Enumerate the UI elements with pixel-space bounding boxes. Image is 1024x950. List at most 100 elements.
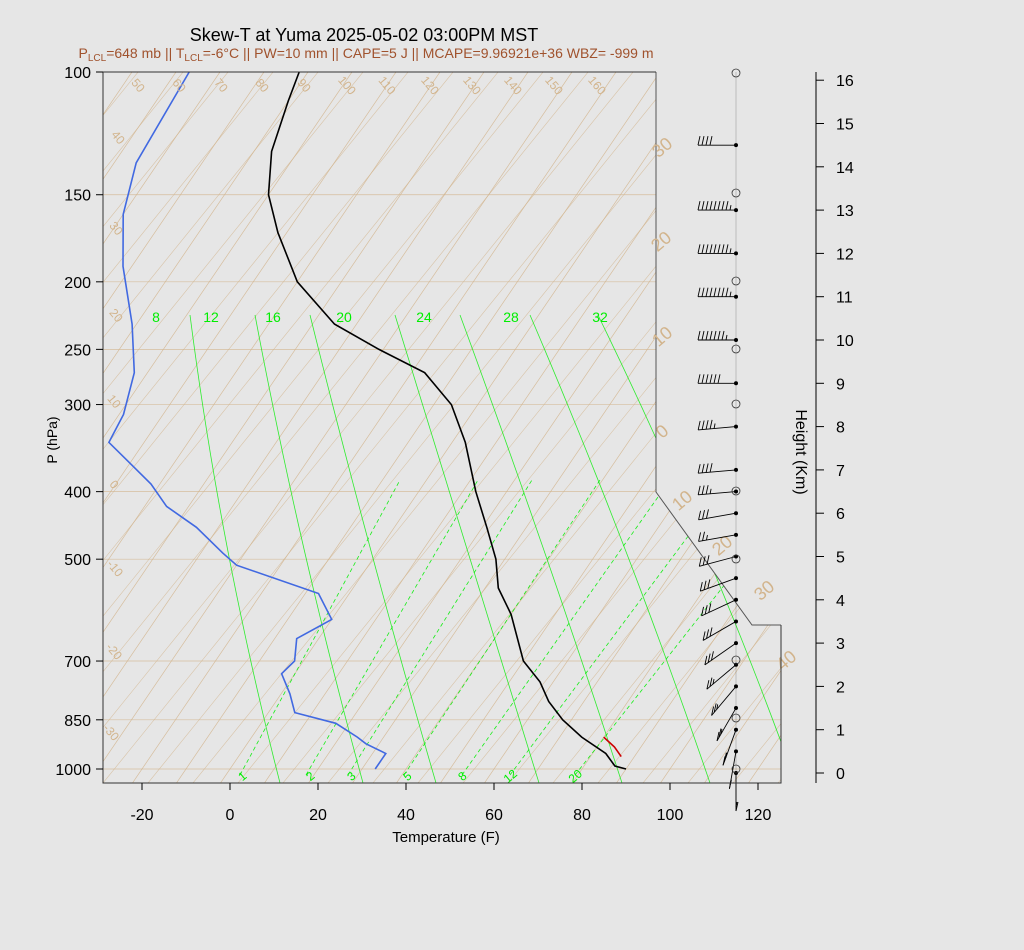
wind-barb-flag [713, 244, 717, 254]
dry-adiabat-line [103, 72, 364, 395]
wind-barb [701, 597, 738, 617]
wind-barb-half-flag [729, 291, 732, 297]
x-tick-label: 40 [397, 807, 415, 824]
height-tick-label: 10 [836, 333, 854, 350]
isotherm-line [103, 72, 485, 633]
wind-barb-flag [704, 655, 708, 665]
subtitle-lcl-p-value: =648 mb || T [106, 45, 185, 61]
wind-barb-flag [701, 136, 705, 146]
level-marker [731, 713, 741, 723]
plot-frame [102, 71, 782, 784]
y-tick-label: 850 [64, 713, 91, 730]
wind-barb-flag [703, 580, 707, 590]
x-axis-label: Temperature (F) [392, 829, 500, 846]
wind-barb-half-flag [729, 779, 732, 785]
isotherm-line [572, 475, 781, 783]
wind-barb-staff [716, 707, 737, 742]
wind-barb [697, 485, 738, 496]
dry-adiabat-line [103, 72, 409, 450]
sounding-profiles [107, 72, 627, 770]
height-tick-label: 4 [836, 593, 845, 610]
wind-barb-staff [698, 469, 737, 474]
inset-mask [656, 72, 781, 625]
isotherm-line [103, 72, 309, 375]
isotherm-line [103, 72, 397, 504]
isotherm-line [176, 72, 661, 783]
wind-barb-staff [704, 642, 737, 666]
level-marker [731, 188, 741, 198]
y-tick-label: 200 [64, 275, 91, 292]
subtitle-lcl-p: P [78, 45, 87, 61]
dry-adiabat-line [103, 72, 499, 561]
wind-barb-flag [709, 287, 713, 297]
wind-barb [697, 201, 738, 213]
wind-barb-half-flag [725, 752, 728, 758]
inset-border [655, 72, 781, 626]
wind-barb-half-flag [706, 534, 708, 541]
height-tick-label: 2 [836, 679, 845, 696]
mixing-ratio-lines [189, 314, 781, 783]
height-tick-label: 12 [836, 246, 854, 263]
isotherm-line [103, 72, 353, 439]
x-tick-label: 20 [309, 807, 327, 824]
wind-barb-flag [711, 706, 715, 716]
wind-barb-flag [707, 579, 711, 589]
level-marker [731, 68, 741, 78]
wind-barb-staff [698, 426, 737, 431]
chart-title: Skew-T at Yuma 2025-05-02 03:00PM MST [190, 25, 539, 45]
wind-barbs [697, 68, 741, 812]
moist-adiabat-line [459, 314, 623, 783]
wind-barb-staff [698, 512, 737, 521]
wind-barb-flag [697, 201, 701, 211]
wind-barb-flag [709, 463, 713, 473]
height-tick-label: 13 [836, 203, 854, 220]
x-tick-label: -20 [130, 807, 153, 824]
wind-barb-flag [721, 330, 725, 341]
wind-barb-staff [698, 491, 737, 496]
wind-barb-staff [701, 599, 737, 617]
height-tick-label: 5 [836, 550, 845, 567]
wind-barb-flag [705, 330, 709, 341]
wind-barb-flag [697, 244, 701, 254]
wind-barb-flag [717, 330, 721, 341]
dry-adiabat-line [103, 72, 589, 673]
dry-adiabat-line [103, 72, 454, 506]
y-tick-label: 700 [64, 654, 91, 671]
isotherm-line [616, 540, 781, 783]
wind-barb [697, 244, 738, 256]
wind-barb [711, 684, 738, 716]
y-axis: 100 150 200 250 300 400 500 700 850 1000 [55, 65, 103, 779]
dry-adiabat-line [147, 72, 724, 783]
wind-barb-flag [708, 603, 712, 613]
wind-barb-flag [709, 244, 713, 254]
wind-barb-flag [702, 631, 706, 641]
dry-adiabat-line [507, 444, 781, 783]
wind-barb-flag [709, 419, 713, 429]
level-marker [731, 554, 741, 564]
height-tick-label: 14 [836, 160, 854, 177]
parcel-line [603, 736, 622, 758]
wind-barb-flag [706, 629, 709, 639]
height-tick-label: 6 [836, 506, 845, 523]
mixing-ratio-line [509, 479, 731, 776]
wind-barb-flag [701, 420, 705, 430]
wind-barb-half-flag [713, 423, 716, 429]
wind-barb-flag [722, 756, 726, 766]
wind-barb [697, 463, 738, 474]
height-axis-label: Height (Km) [792, 409, 809, 494]
dry-adiabat-line [103, 72, 634, 728]
wind-barb-flag [706, 509, 709, 519]
wind-barb-flag [705, 201, 709, 211]
y-tick-label: 500 [64, 552, 91, 569]
wind-barb-flag [702, 556, 706, 566]
wind-barb-flag [697, 330, 701, 341]
level-marker [731, 344, 741, 354]
y-tick-label: 400 [64, 485, 91, 502]
wind-barb [716, 706, 738, 742]
wind-barb-flag [717, 287, 721, 297]
wind-barb [698, 509, 738, 521]
dry-adiabat-line [327, 222, 781, 783]
wind-barb-flag [704, 605, 708, 615]
isotherm-line [132, 72, 617, 783]
